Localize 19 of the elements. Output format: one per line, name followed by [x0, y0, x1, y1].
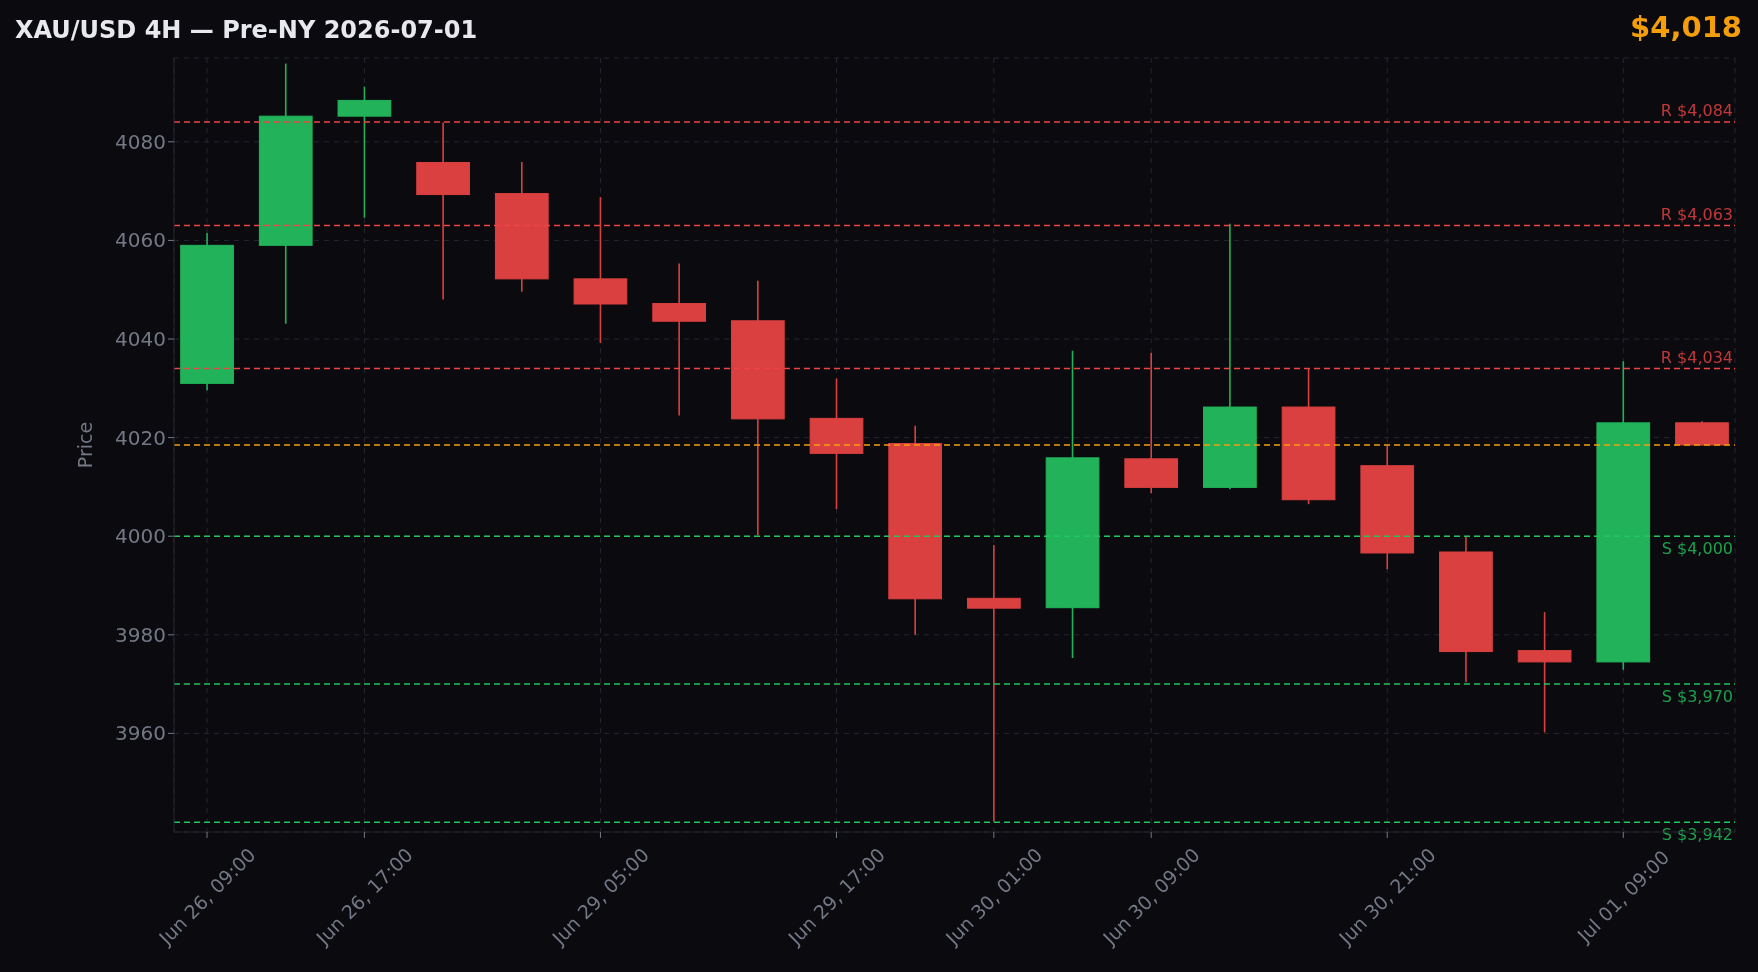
ref-line-label: R $4,084: [1660, 101, 1733, 121]
ref-line-label: S $4,000: [1661, 539, 1733, 559]
candlestick: [652, 262, 706, 417]
y-tick-label: 3980: [115, 622, 166, 647]
y-tick-label: 4080: [115, 129, 166, 154]
y-tick-label: 4000: [115, 524, 166, 549]
candlestick: [337, 85, 392, 219]
ref-line-label: R $4,034: [1660, 347, 1733, 367]
y-axis-title: Price: [74, 421, 96, 469]
chart-title: XAU/USD 4H — Pre-NY 2026-07-01: [15, 16, 478, 44]
text: $4,018: [1630, 10, 1742, 44]
ref-line-label: R $4,063: [1660, 204, 1733, 224]
ref-line-label: S $3,942: [1661, 825, 1733, 845]
y-tick-label: 4020: [115, 425, 166, 450]
y-tick-label: 4060: [115, 228, 166, 253]
ref-line-label: S $3,970: [1661, 687, 1733, 707]
y-tick-label: 3960: [115, 721, 166, 746]
y-tick-label: 4040: [115, 327, 166, 352]
candlestick: [1517, 611, 1572, 734]
